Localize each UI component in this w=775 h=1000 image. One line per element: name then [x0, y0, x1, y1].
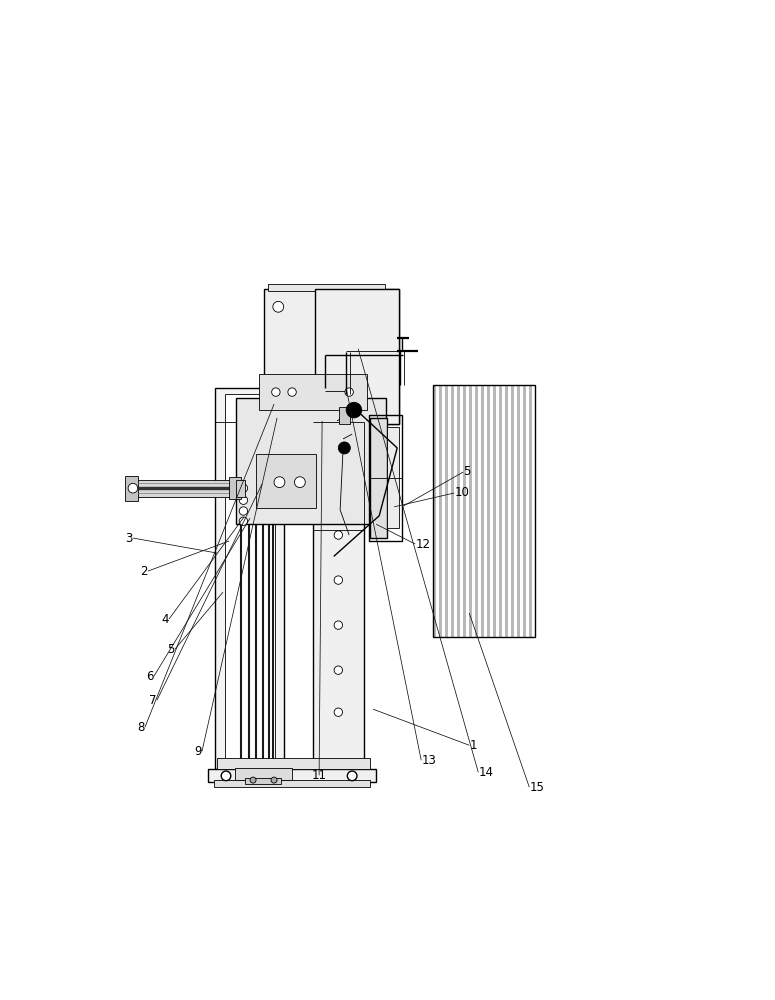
Bar	[505, 385, 508, 637]
Text: 15: 15	[529, 781, 544, 794]
Bar	[259, 374, 367, 410]
Text: 5: 5	[463, 465, 470, 478]
Bar	[433, 385, 536, 637]
Text: 9: 9	[195, 745, 202, 758]
Bar	[523, 385, 526, 637]
Bar	[217, 758, 370, 769]
Bar	[451, 385, 454, 637]
Bar	[487, 385, 491, 637]
Circle shape	[239, 496, 248, 504]
Text: 6: 6	[146, 670, 154, 683]
Bar	[512, 385, 515, 637]
Circle shape	[345, 388, 353, 396]
Bar	[433, 385, 436, 637]
Text: 4: 4	[161, 613, 169, 626]
Bar	[229, 477, 241, 499]
Bar	[387, 427, 399, 528]
Bar	[463, 385, 467, 637]
Bar	[433, 385, 536, 637]
Circle shape	[369, 301, 380, 312]
Text: 14: 14	[478, 766, 493, 779]
Bar	[214, 780, 370, 787]
Bar	[446, 385, 448, 637]
Bar	[208, 769, 376, 782]
Bar	[215, 388, 284, 769]
Bar	[313, 421, 364, 769]
Bar	[126, 480, 239, 497]
Circle shape	[274, 477, 285, 488]
Text: 13: 13	[422, 754, 436, 767]
Circle shape	[334, 531, 343, 539]
Circle shape	[239, 507, 248, 515]
Bar	[245, 778, 281, 784]
Text: 7: 7	[150, 694, 157, 707]
Text: 11: 11	[312, 769, 326, 782]
Bar	[264, 289, 399, 424]
Circle shape	[239, 517, 248, 525]
Bar	[470, 385, 472, 637]
Bar	[315, 289, 399, 424]
Bar	[481, 385, 484, 637]
Text: 12: 12	[415, 538, 430, 551]
Bar	[236, 398, 387, 524]
Bar	[256, 454, 316, 508]
Circle shape	[334, 708, 343, 716]
Circle shape	[239, 484, 248, 492]
Circle shape	[250, 777, 256, 783]
Circle shape	[334, 486, 343, 494]
Bar	[457, 385, 460, 637]
Circle shape	[346, 402, 362, 418]
Circle shape	[273, 403, 284, 414]
Text: 5: 5	[167, 643, 175, 656]
Circle shape	[273, 301, 284, 312]
Text: 1: 1	[470, 739, 477, 752]
Bar	[235, 768, 292, 780]
Bar	[475, 385, 478, 637]
Circle shape	[272, 388, 280, 396]
Bar	[236, 480, 245, 497]
Circle shape	[221, 771, 231, 781]
Text: 2: 2	[140, 565, 148, 578]
Circle shape	[339, 442, 350, 454]
Circle shape	[128, 483, 138, 493]
Bar	[529, 385, 532, 637]
Circle shape	[334, 576, 343, 584]
Bar	[439, 385, 443, 637]
Bar	[370, 418, 387, 538]
Bar	[494, 385, 496, 637]
Circle shape	[334, 666, 343, 674]
Circle shape	[288, 388, 296, 396]
Bar	[518, 385, 520, 637]
Bar	[125, 476, 138, 501]
Text: 10: 10	[454, 486, 469, 499]
Bar	[268, 284, 385, 291]
Bar	[225, 394, 274, 763]
Text: 8: 8	[137, 721, 145, 734]
Circle shape	[347, 771, 357, 781]
Circle shape	[369, 403, 380, 414]
Bar	[499, 385, 502, 637]
Bar	[369, 415, 402, 541]
Text: 3: 3	[126, 532, 133, 545]
Bar	[339, 407, 350, 424]
Circle shape	[334, 621, 343, 629]
Circle shape	[271, 777, 277, 783]
Circle shape	[294, 477, 305, 488]
